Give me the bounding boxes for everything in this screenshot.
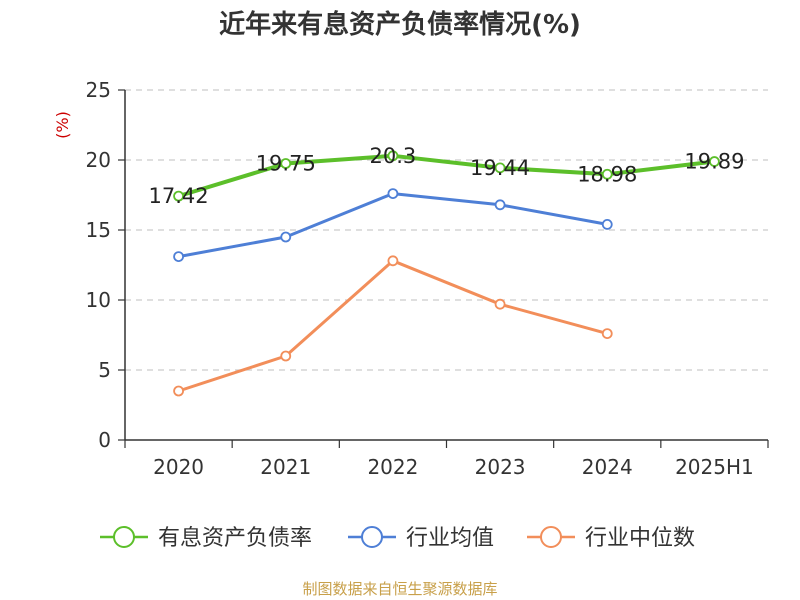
x-tick-label: 2021 (260, 455, 311, 479)
data-point (601, 328, 613, 340)
legend-marker (540, 526, 562, 548)
chart-title: 近年来有息资产负债率情况(%) (219, 10, 581, 40)
axes: 0 5 10 15 20 25 2020 2021 2022 2023 2024 2025H1 (86, 78, 769, 479)
series-layer: 17.42 19.75 20.3 19.44 18.98 19.89 (149, 144, 745, 397)
data-point (387, 150, 399, 162)
legend-item-1: 有息资产负债率 (100, 526, 312, 551)
x-tick-label: 2023 (475, 455, 526, 479)
y-tick-label: 5 (98, 358, 111, 382)
data-point (387, 188, 399, 200)
x-tick-label: 2024 (582, 455, 633, 479)
data-point (494, 298, 506, 310)
data-label: 18.98 (577, 162, 637, 186)
legend-item-2: 行业均值 (348, 526, 494, 551)
series-1: 17.42 19.75 20.3 19.44 18.98 19.89 (149, 144, 745, 208)
legend-label: 行业均值 (406, 526, 494, 551)
y-tick-label: 0 (98, 428, 111, 452)
data-point (601, 218, 613, 230)
data-label: 19.75 (256, 152, 316, 176)
data-point (280, 158, 292, 169)
data-label: 19.89 (684, 150, 744, 174)
data-point (494, 162, 506, 174)
data-point (173, 251, 184, 263)
data-point (173, 385, 184, 397)
data-label: 20.3 (370, 144, 417, 168)
legend-label: 有息资产负债率 (158, 526, 312, 551)
y-tick-label: 15 (86, 218, 111, 242)
x-tick-label: 2025H1 (675, 455, 754, 479)
data-point (709, 156, 720, 167)
series-3 (173, 255, 613, 397)
legend-marker (113, 526, 135, 548)
data-point (173, 190, 184, 202)
y-tick-label: 20 (86, 148, 111, 172)
source-note: 制图数据来自恒生聚源数据库 (302, 580, 498, 598)
series-2 (173, 188, 613, 263)
data-point (387, 255, 399, 267)
series-line (178, 259, 608, 393)
data-point (494, 199, 506, 211)
data-point (280, 231, 292, 243)
legend-label: 行业中位数 (585, 526, 695, 551)
x-tick-label: 2022 (367, 455, 418, 479)
data-point (280, 350, 292, 362)
y-axis-label: (%) (53, 111, 72, 139)
grid-lines (125, 89, 768, 371)
legend: 有息资产负债率 行业均值 行业中位数 (100, 526, 695, 551)
legend-marker (361, 526, 383, 548)
legend-item-3: 行业中位数 (527, 526, 695, 551)
y-tick-label: 25 (86, 78, 111, 102)
series-line (178, 153, 715, 199)
series-line (178, 192, 608, 259)
data-point (601, 168, 613, 180)
x-tick-label: 2020 (153, 455, 204, 479)
y-tick-label: 10 (86, 288, 111, 312)
data-label: 17.42 (149, 184, 209, 208)
data-label: 19.44 (470, 156, 530, 180)
